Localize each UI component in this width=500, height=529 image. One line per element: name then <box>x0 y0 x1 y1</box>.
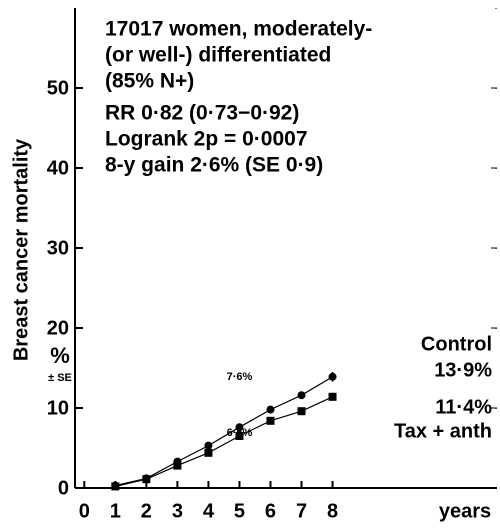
series-line <box>115 396 333 487</box>
annotation-line: (85% N+) <box>105 70 194 93</box>
legend-label: Control <box>421 333 492 355</box>
value-label: 6·5% <box>227 427 253 439</box>
y-tick-label: 10 <box>47 397 69 419</box>
annotation-line: 8-y gain 2·6% (SE 0·9) <box>105 154 323 177</box>
x-tick-label: 6 <box>265 500 276 522</box>
marker <box>328 372 337 381</box>
marker <box>235 423 244 432</box>
x-tick-label: 7 <box>296 500 307 522</box>
value-label: 13·9% <box>434 359 492 381</box>
marker <box>204 441 213 450</box>
series-line <box>115 376 333 487</box>
y-tick-label: 40 <box>47 157 69 179</box>
marker <box>235 432 244 440</box>
y-tick-label: 20 <box>47 317 69 339</box>
annotation-line: Logrank 2p = 0·0007 <box>105 128 308 151</box>
x-tick-label: 2 <box>141 500 152 522</box>
marker <box>266 416 275 425</box>
marker <box>297 391 306 400</box>
annotation-line: (or well-) differentiated <box>105 44 331 67</box>
marker <box>173 461 182 470</box>
y-unit: % <box>50 343 70 368</box>
marker <box>111 482 120 491</box>
marker <box>328 392 337 401</box>
value-label: 7·6% <box>227 371 253 383</box>
marker <box>266 405 275 414</box>
y-axis-label: Breast cancer mortality <box>10 138 32 361</box>
y-unit-note: ± SE <box>48 372 72 384</box>
value-label: 11·4% <box>435 396 492 418</box>
legend-label: Tax + anth <box>394 420 492 442</box>
annotation-line: RR 0·82 (0·73−0·92) <box>105 102 299 125</box>
annotation-line: 17017 women, moderately- <box>105 18 372 41</box>
x-axis-label: years <box>439 500 491 522</box>
x-tick-label: 1 <box>110 500 121 522</box>
x-tick-label: 5 <box>234 500 245 522</box>
marker <box>142 475 151 484</box>
x-tick-label: 3 <box>172 500 183 522</box>
y-tick-label: 0 <box>58 477 69 499</box>
x-tick-label: 4 <box>203 500 215 522</box>
y-tick-label: 50 <box>47 77 69 99</box>
y-tick-label: 30 <box>47 237 69 259</box>
x-tick-label: 0 <box>79 500 90 522</box>
marker <box>204 448 213 457</box>
x-tick-label: 8 <box>327 500 338 522</box>
marker <box>297 407 306 416</box>
